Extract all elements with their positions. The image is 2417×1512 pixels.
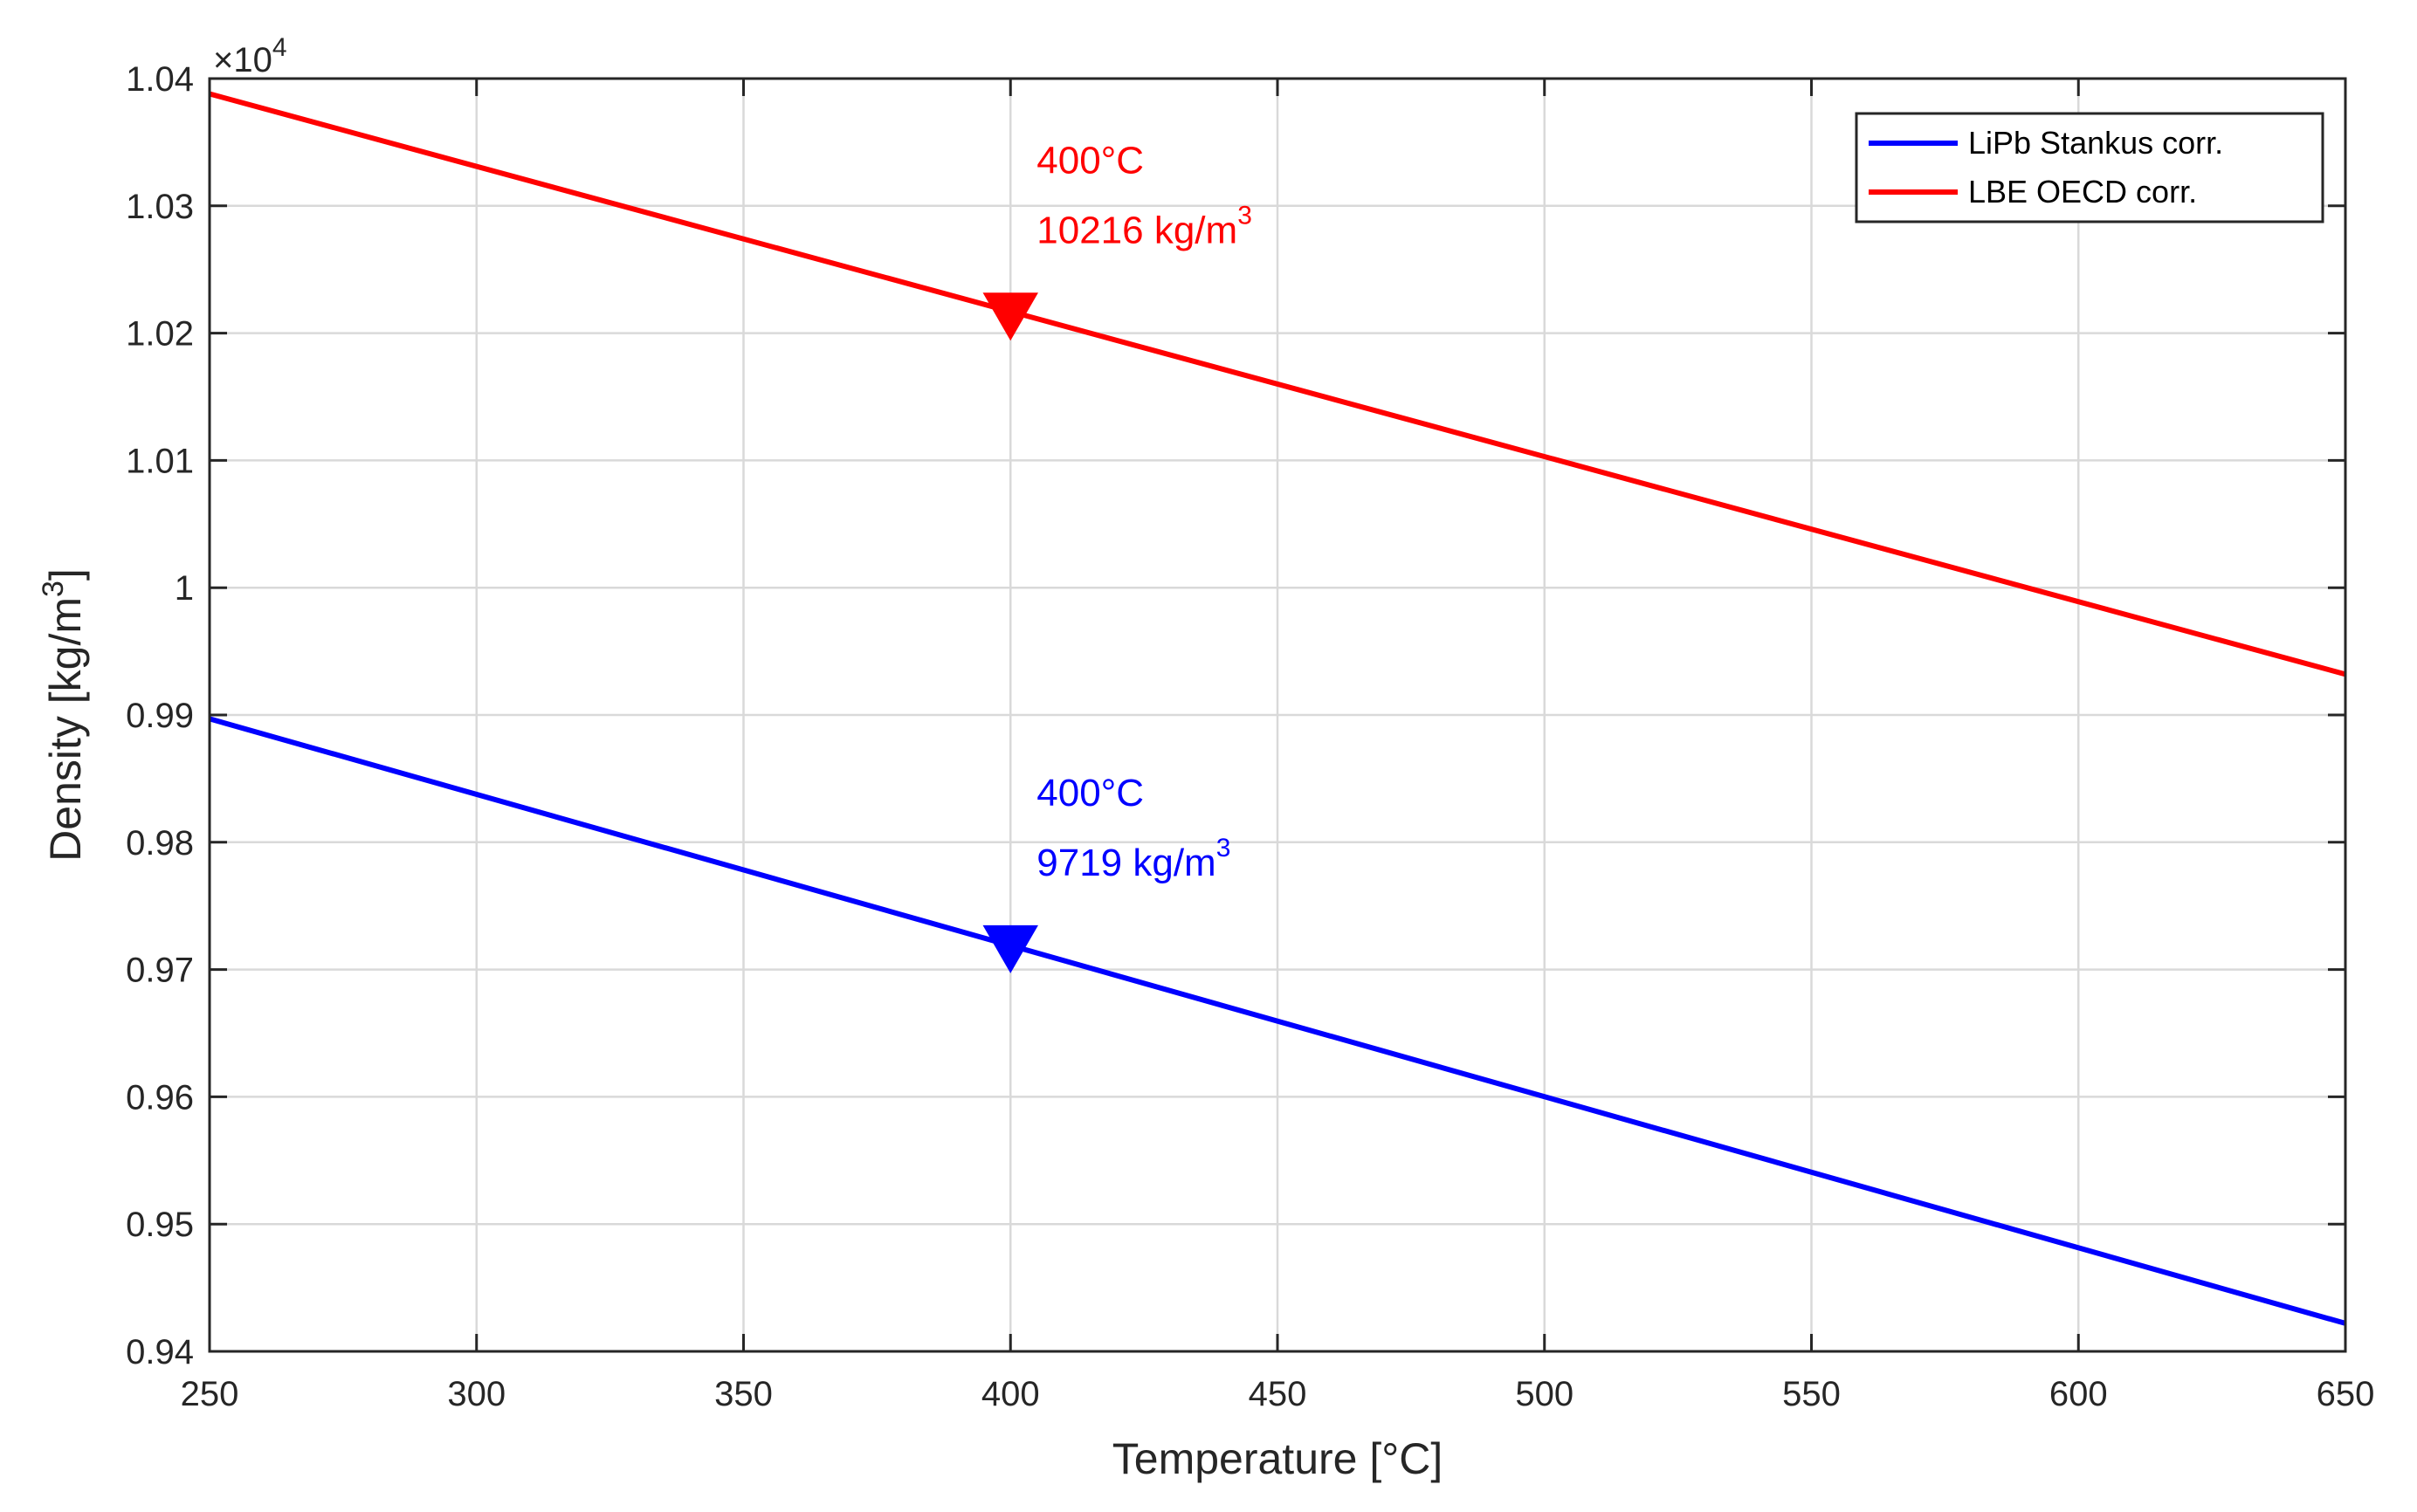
legend-box [1855,112,2324,223]
y-tick-label: 1.04 [126,60,194,99]
y-axis-label: Density [kg/m3] [37,568,90,862]
x-tick-label: 600 [2049,1375,2108,1413]
x-tick-label: 450 [1249,1375,1307,1413]
y-tick-label: 0.99 [126,697,194,735]
x-tick-label: 250 [181,1375,239,1413]
x-tick-label: 400 [981,1375,1040,1413]
annotation-density: 10216 kg/m3 [1036,201,1252,251]
annotation-density: 9719 kg/m3 [1036,834,1230,884]
annotation-temperature: 400°C [1036,139,1144,182]
y-tick-label: 0.97 [126,952,194,990]
series-line [209,716,2346,1326]
x-tick-label: 550 [1782,1375,1841,1413]
series-line [209,91,2346,677]
y-axis-multiplier: ×104 [213,33,287,79]
y-tick-label: 0.98 [126,824,194,863]
y-tick-label: 0.94 [126,1333,194,1371]
y-tick-label: 1 [175,569,194,608]
y-tick-label: 1.01 [126,442,194,480]
y-tick-label: 0.95 [126,1206,194,1244]
grid-layer [210,79,2345,1351]
x-axis-label: Temperature [°C] [1112,1434,1443,1483]
legend-entry: LiPb Stankus corr. [1968,125,2223,161]
legend-entry: LBE OECD corr. [1968,174,2197,210]
series-layer [209,91,2346,1326]
legend: LiPb Stankus corr. LBE OECD corr. [1855,112,2324,223]
x-tick-label: 500 [1515,1375,1573,1413]
annotation-temperature: 400°C [1036,772,1144,814]
annotation-layer: 400°C 9719 kg/m3 400°C 10216 kg/m3 [1036,139,1252,884]
x-tick-label: 300 [447,1375,506,1413]
data-marker [982,292,1038,341]
data-marker [982,924,1038,973]
x-tick-label: 350 [714,1375,773,1413]
y-tick-label: 0.96 [126,1078,194,1117]
x-tick-label: 650 [2317,1375,2375,1413]
y-tick-label: 1.03 [126,188,194,226]
axes-layer: 250 300 350 400 450 500 550 600 650 0.94 0.95 0.96 0… [37,33,2374,1483]
y-tick-label: 1.02 [126,315,194,354]
